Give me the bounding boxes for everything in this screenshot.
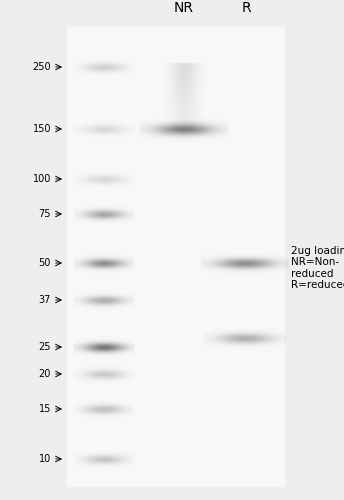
Text: 25: 25: [39, 342, 51, 352]
Text: R: R: [241, 1, 251, 15]
Text: 250: 250: [32, 62, 51, 72]
Text: 100: 100: [33, 174, 51, 184]
Text: 37: 37: [39, 295, 51, 305]
Text: 2ug loading
NR=Non-
reduced
R=reduced: 2ug loading NR=Non- reduced R=reduced: [291, 246, 344, 290]
Text: 15: 15: [39, 404, 51, 414]
Text: 50: 50: [39, 258, 51, 268]
Text: 10: 10: [39, 454, 51, 464]
Text: 75: 75: [39, 209, 51, 219]
Text: NR: NR: [174, 1, 194, 15]
Text: 150: 150: [32, 124, 51, 134]
Text: 20: 20: [39, 369, 51, 379]
